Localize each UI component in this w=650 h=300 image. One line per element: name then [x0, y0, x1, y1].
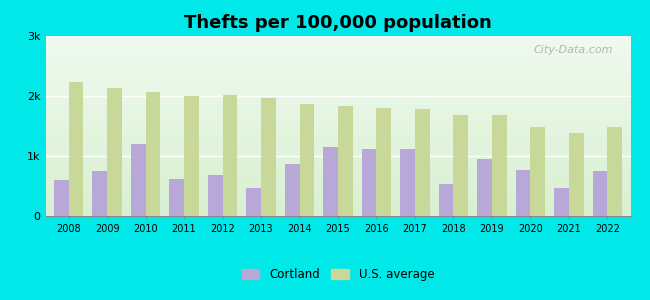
- Bar: [324, 147, 338, 216]
- Bar: [300, 104, 314, 216]
- Bar: [54, 180, 69, 216]
- Legend: Cortland, U.S. average: Cortland, U.S. average: [237, 263, 439, 286]
- Bar: [454, 115, 468, 216]
- Bar: [477, 159, 492, 216]
- Bar: [530, 127, 545, 216]
- Bar: [146, 92, 160, 216]
- Bar: [107, 88, 122, 216]
- Bar: [516, 170, 530, 216]
- Bar: [415, 109, 430, 216]
- Bar: [208, 175, 222, 216]
- Title: Thefts per 100,000 population: Thefts per 100,000 population: [184, 14, 492, 32]
- Bar: [492, 115, 506, 216]
- Bar: [593, 171, 607, 216]
- Bar: [222, 95, 237, 216]
- Bar: [362, 149, 376, 216]
- Bar: [184, 96, 199, 216]
- Text: City-Data.com: City-Data.com: [534, 45, 613, 55]
- Bar: [261, 98, 276, 216]
- Bar: [554, 188, 569, 216]
- Bar: [69, 82, 83, 216]
- Bar: [607, 127, 622, 216]
- Bar: [400, 149, 415, 216]
- Bar: [131, 144, 146, 216]
- Bar: [170, 179, 184, 216]
- Bar: [92, 171, 107, 216]
- Bar: [285, 164, 300, 216]
- Bar: [569, 133, 584, 216]
- Bar: [439, 184, 454, 216]
- Bar: [338, 106, 352, 216]
- Bar: [376, 108, 391, 216]
- Bar: [246, 188, 261, 216]
